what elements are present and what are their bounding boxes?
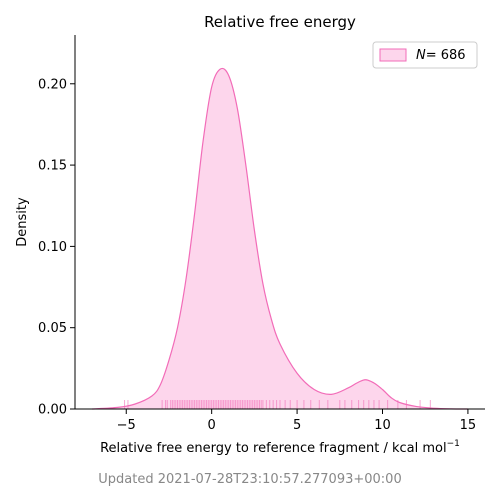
density-area-fill xyxy=(92,68,468,410)
x-axis-label: Relative free energy to reference fragme… xyxy=(100,439,460,456)
y-tick-label: 0.10 xyxy=(38,240,67,255)
updated-timestamp: Updated 2021-07-28T23:10:57.277093+00:00 xyxy=(98,472,402,487)
rug-marks xyxy=(124,400,431,409)
legend-swatch xyxy=(379,48,407,62)
x-tick-label: 10 xyxy=(374,418,391,433)
y-tick-label: 0.15 xyxy=(38,159,67,174)
y-axis-ticks: 0.00 0.05 0.10 0.15 0.20 xyxy=(38,77,75,418)
density-chart: Relative free energy −5 0 5 10 15 0.000.050.… xyxy=(15,13,485,456)
y-tick-label: 0.20 xyxy=(38,77,67,92)
legend-label-value: = 686 xyxy=(426,48,466,63)
x-tick-label: −5 xyxy=(117,418,136,433)
x-axis-ticks: −5 0 5 10 15 xyxy=(117,409,477,433)
legend-label-symbol: N xyxy=(416,48,426,63)
y-axis-label: Density xyxy=(15,197,30,247)
x-tick-label: 15 xyxy=(460,418,477,433)
legend-label: N= 686 xyxy=(416,48,466,63)
x-tick-label: 5 xyxy=(293,418,301,433)
legend: N= 686 xyxy=(372,41,478,69)
chart-title: Relative free energy xyxy=(204,13,356,31)
x-axis-label-text: Relative free energy to reference fragme… xyxy=(100,441,447,456)
x-tick-label: 0 xyxy=(208,418,216,433)
x-axis-label-superscript: −1 xyxy=(447,439,460,449)
y-tick-label: 0.05 xyxy=(38,321,67,336)
plot-area xyxy=(92,67,468,410)
y-tick-label: 0.00 xyxy=(38,403,67,418)
density-line xyxy=(92,67,468,410)
